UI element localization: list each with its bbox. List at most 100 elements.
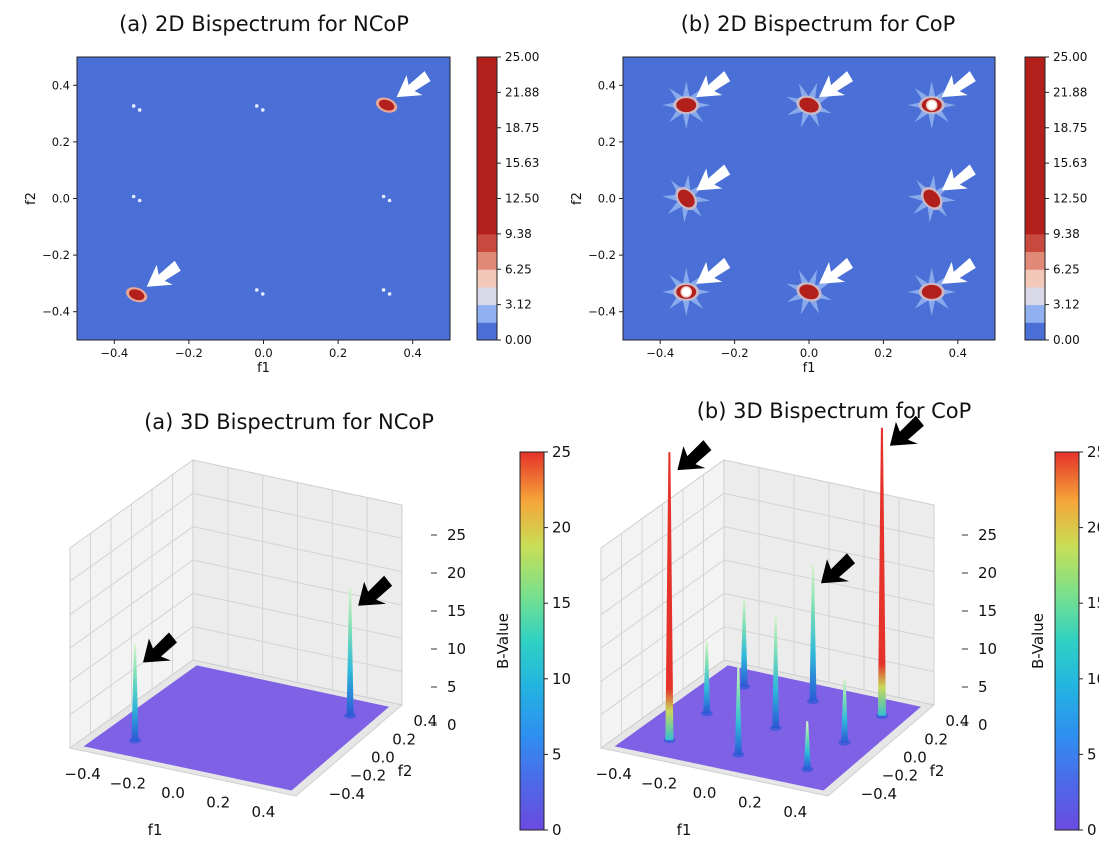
title-3d-ncop: (a) 3D Bispectrum for NCoP [144,410,434,434]
x-tick-label: −0.4 [646,346,674,360]
white-arrow-icon [696,164,731,191]
peak-dot [260,108,265,112]
colorbar-tick-label: 21.88 [1053,85,1087,99]
x-tick-label: 0.4 [949,346,967,360]
colorbar-step [477,127,497,146]
colorbar-tick-label: 20 [552,519,571,537]
y-tick-label: 0.4 [598,78,616,92]
heatmap-peak [131,104,142,112]
peak-dot [137,108,142,112]
colorbar-step [477,163,497,182]
y-tick-label: −0.2 [42,248,70,262]
y-tick-label: −0.4 [42,305,70,319]
x-tick-label: 0.4 [404,346,422,360]
black-arrow-icon [677,440,712,471]
z-tick-label: 10 [447,640,466,658]
peak-center [926,99,938,111]
heatmap-peak [381,194,392,203]
f2-tick-label: −0.2 [350,767,386,785]
panel-3d-ncop: 2520151050−0.4−0.20.00.20.4f1−0.4−0.20.0… [64,443,571,839]
f2-tick-label: 0.4 [413,712,437,730]
surface-spike [131,644,139,741]
white-arrow-shape [941,71,976,98]
f1-tick-label: −0.4 [64,765,100,783]
f2-tick-label: 0.4 [945,712,969,730]
z-tick-label: 20 [978,564,997,582]
colorbar-step [477,304,497,323]
colorbar-tick-label: 25 [1087,443,1099,461]
heatmap-peak [786,269,832,315]
colorbar-step [1025,251,1045,270]
f1-axis-label: f1 [677,821,692,839]
y-axis-label: f2 [24,192,39,205]
f1-tick-label: 0.2 [206,794,230,812]
colorbar-tick-label: 0.00 [505,333,532,347]
white-arrow-shape [696,257,731,284]
colorbar-step [1025,286,1045,306]
z-tick-label: 5 [978,678,988,696]
colorbar-tick-label: 0 [552,821,562,839]
white-arrow-shape [146,260,181,287]
x-tick-label: 0.0 [254,346,272,360]
x-axis-label: f1 [257,361,270,376]
black-arrow-shape [358,575,393,606]
colorbar-tick-label: 10 [1087,670,1099,688]
surface-spike [740,598,748,687]
colorbar-gradient [520,452,544,830]
wall-grid-line [600,626,725,716]
colorbar-step [477,269,497,288]
surface-spike [803,721,811,770]
colorbar-gradient [1055,452,1079,830]
colorbar-tick-label: 6.25 [505,262,532,276]
heatmap-peak [131,194,142,203]
peak-dot [137,198,142,203]
z-tick-label: 25 [978,526,997,544]
colorbar-step [1025,57,1045,76]
wall-grid-line [723,492,935,539]
colorbar-step [477,286,497,306]
surface-spike [703,641,711,714]
heatmap-peak [786,82,832,128]
colorbar-tick-label: 15 [552,594,571,612]
colorbar-tick-label: 21.88 [505,85,539,99]
peak-core [128,289,145,301]
colorbar-step [1025,322,1045,341]
colorbar-tick-label: 10 [552,670,571,688]
surface-spike [772,615,780,728]
colorbar-tick-label: 9.38 [505,227,532,241]
f1-tick-label: 0.0 [693,784,717,802]
peak-core [799,284,819,300]
wall-grid-line [192,626,403,673]
f2-tick-label: 0.0 [903,749,927,767]
black-arrow-shape [821,553,856,584]
colorbar-step [1025,233,1045,253]
colorbar-tick-label: 20 [1087,519,1099,537]
f1-tick-label: 0.0 [161,784,185,802]
panel-2d-ncop: −0.4 −0.2 0.0 0.2 0.4 0.4 0.2 0.0 −0.2 −0.4 f1 f2 25… [24,50,539,376]
colorbar-step [1025,74,1045,93]
peak-dot [260,292,265,296]
colorbar-frame [1054,451,1080,831]
black-arrow-icon [142,632,177,663]
wall-grid-line [600,526,725,616]
colorbar-step [1025,145,1045,164]
white-arrow-icon [819,257,853,284]
colorbar-step [477,57,497,76]
z-tick-label: 5 [447,678,457,696]
y-tick-label: 0.4 [52,78,70,92]
colorbar-tick-label: 12.50 [505,192,539,206]
x-axis-label: f1 [803,361,816,376]
f1-tick-label: 0.2 [738,794,762,812]
f2-tick-label: 0.2 [392,730,416,748]
peak-core [677,189,695,208]
white-arrow-shape [819,257,853,284]
colorbar-step [477,233,497,253]
f2-tick-label: −0.4 [329,785,365,803]
heatmap-peak [381,288,392,296]
f2-tick-label: −0.4 [861,785,897,803]
colorbar-tick-label: 12.50 [1053,192,1087,206]
colorbar-step [477,251,497,270]
peak-center [680,286,692,298]
f1-tick-label: −0.2 [641,774,677,792]
black-arrow-shape [677,440,712,471]
